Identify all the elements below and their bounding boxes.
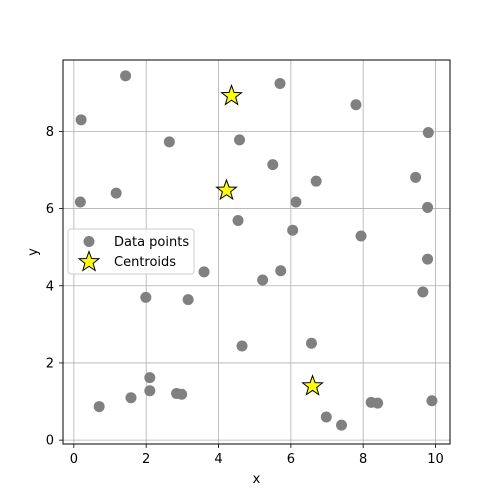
data-point — [236, 340, 248, 352]
data-point — [287, 224, 299, 236]
data-point — [93, 401, 105, 413]
data-point — [232, 215, 244, 227]
data-point — [417, 286, 429, 298]
data-point — [422, 201, 434, 213]
data-point — [410, 171, 422, 183]
legend: Data points Centroids — [67, 228, 195, 275]
data-point — [320, 411, 332, 423]
y-tick-label: 8 — [46, 125, 54, 140]
y-axis-label: y — [26, 248, 41, 256]
x-tick-label: 0 — [70, 452, 78, 467]
plot-frame — [62, 59, 451, 445]
data-point — [163, 136, 175, 148]
data-point — [422, 127, 434, 139]
data-point — [74, 196, 86, 208]
data-point — [275, 265, 287, 277]
data-point — [110, 187, 122, 199]
data-point — [422, 253, 434, 265]
x-axis-label: x — [253, 472, 261, 487]
data-point — [267, 159, 279, 171]
data-point — [176, 388, 188, 400]
data-point — [372, 397, 384, 409]
data-point — [234, 134, 246, 146]
data-point — [305, 337, 317, 349]
x-axis-ticks: 0 2 4 6 8 10 — [70, 444, 444, 467]
legend-marker-data-points — [83, 236, 95, 247]
data-point — [182, 294, 194, 306]
centroid-point — [215, 178, 238, 201]
data-point — [335, 419, 347, 431]
data-point — [75, 114, 87, 126]
y-tick-label: 0 — [46, 434, 54, 449]
data-point — [310, 175, 322, 187]
y-tick-label: 6 — [46, 202, 54, 217]
data-point — [355, 230, 367, 242]
data-point — [257, 274, 269, 286]
centroid-point — [301, 374, 324, 396]
data-point — [120, 70, 132, 82]
data-point — [198, 266, 210, 278]
legend-box — [67, 228, 195, 275]
y-tick-label: 2 — [46, 356, 54, 371]
x-tick-label: 10 — [427, 452, 444, 467]
legend-marker-centroids — [77, 250, 101, 272]
x-tick-label: 6 — [287, 452, 295, 467]
data-point — [426, 395, 438, 407]
data-point — [290, 196, 302, 208]
data-point — [144, 372, 156, 384]
data-point — [125, 392, 137, 404]
data-point — [274, 78, 286, 90]
x-tick-label: 4 — [214, 452, 222, 467]
x-tick-label: 8 — [359, 452, 367, 467]
y-axis-ticks: 0 2 4 6 8 — [46, 125, 63, 449]
data-point — [350, 99, 362, 111]
data-point — [144, 385, 156, 397]
legend-label-centroids: Centroids — [114, 255, 176, 270]
data-point — [140, 291, 152, 303]
legend-label-data-points: Data points — [114, 235, 189, 250]
centroid-point — [220, 83, 243, 106]
y-tick-label: 4 — [46, 279, 54, 294]
data-points-layer — [74, 70, 438, 431]
x-tick-label: 2 — [142, 452, 150, 467]
